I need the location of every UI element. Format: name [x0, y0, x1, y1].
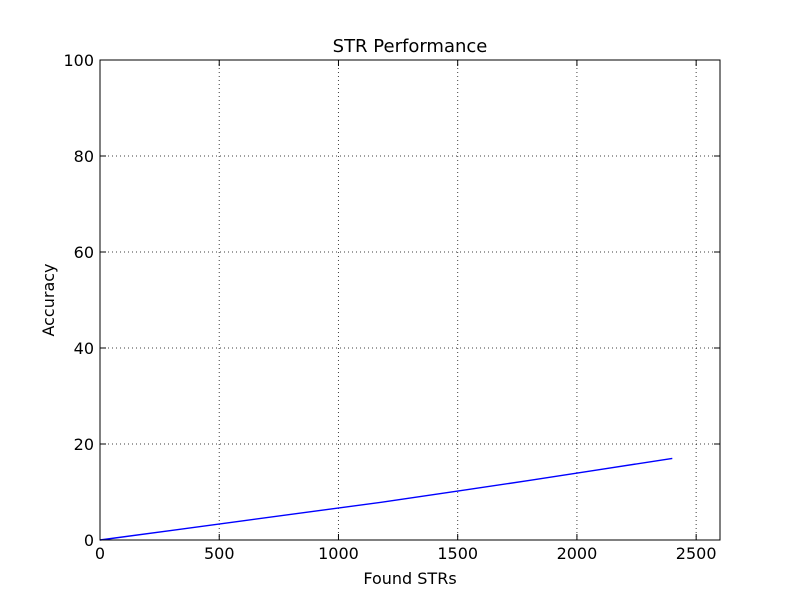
y-tick-layer: 0 20 40 60 80 100 — [63, 51, 720, 550]
series-line-1 — [99, 457, 673, 541]
x-tick-label: 2000 — [557, 544, 598, 563]
x-tick-label: 1500 — [437, 544, 478, 563]
series-layer — [99, 457, 673, 541]
y-tick-label: 80 — [74, 147, 94, 166]
x-tick-label: 500 — [204, 544, 235, 563]
x-tick-layer: 0 500 1000 1500 2000 2500 — [95, 60, 717, 563]
x-tick-label: 1000 — [318, 544, 359, 563]
y-tick-label: 60 — [74, 243, 94, 262]
y-tick-label: 100 — [63, 51, 94, 70]
chart-title: STR Performance — [333, 36, 488, 57]
x-tick-label: 2500 — [676, 544, 717, 563]
x-tick-label: 0 — [95, 544, 105, 563]
y-tick-label: 40 — [74, 339, 94, 358]
y-tick-label: 20 — [74, 435, 94, 454]
x-axis-label: Found STRs — [363, 569, 456, 588]
y-tick-label: 0 — [84, 531, 94, 550]
plot-frame — [99, 59, 721, 541]
y-axis-label: Accuracy — [39, 263, 58, 336]
